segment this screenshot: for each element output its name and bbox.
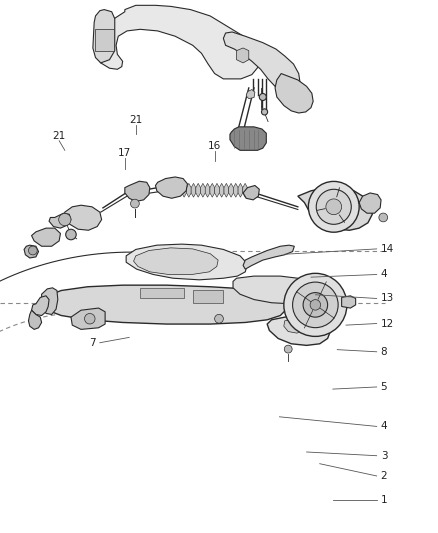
Circle shape xyxy=(316,189,351,224)
Text: 14: 14 xyxy=(381,244,394,254)
Polygon shape xyxy=(28,310,42,329)
Polygon shape xyxy=(233,276,319,304)
Polygon shape xyxy=(193,290,223,303)
Polygon shape xyxy=(223,32,300,93)
Text: 16: 16 xyxy=(208,141,221,151)
Polygon shape xyxy=(238,183,243,197)
Polygon shape xyxy=(187,183,191,197)
Text: 1: 1 xyxy=(381,495,387,505)
Polygon shape xyxy=(49,213,71,228)
Polygon shape xyxy=(215,183,219,197)
Polygon shape xyxy=(298,188,372,230)
Polygon shape xyxy=(126,244,247,280)
Polygon shape xyxy=(32,296,49,316)
Circle shape xyxy=(326,199,342,215)
Polygon shape xyxy=(243,185,259,200)
Polygon shape xyxy=(284,319,307,333)
Circle shape xyxy=(261,109,268,115)
Polygon shape xyxy=(95,5,258,79)
Text: 21: 21 xyxy=(53,131,66,141)
Polygon shape xyxy=(243,183,247,197)
Circle shape xyxy=(293,282,338,328)
Polygon shape xyxy=(230,127,266,150)
Polygon shape xyxy=(24,245,39,258)
Circle shape xyxy=(303,293,328,317)
Polygon shape xyxy=(182,183,187,197)
Polygon shape xyxy=(224,183,229,197)
Polygon shape xyxy=(342,296,356,308)
Circle shape xyxy=(66,229,76,240)
Polygon shape xyxy=(233,183,238,197)
Text: 2: 2 xyxy=(381,471,387,481)
Polygon shape xyxy=(237,48,249,63)
Polygon shape xyxy=(64,205,102,230)
Polygon shape xyxy=(191,183,196,197)
Polygon shape xyxy=(93,10,115,63)
Circle shape xyxy=(131,199,139,208)
Circle shape xyxy=(379,213,388,222)
Circle shape xyxy=(59,213,71,226)
Polygon shape xyxy=(42,288,58,314)
Text: 3: 3 xyxy=(381,451,387,461)
Polygon shape xyxy=(42,285,287,324)
Polygon shape xyxy=(359,193,381,213)
Polygon shape xyxy=(243,245,294,269)
Polygon shape xyxy=(155,177,187,198)
Circle shape xyxy=(284,345,292,353)
Text: 13: 13 xyxy=(381,294,394,303)
Polygon shape xyxy=(275,74,313,113)
Circle shape xyxy=(284,273,347,336)
Text: 21: 21 xyxy=(129,115,142,125)
Polygon shape xyxy=(95,29,114,51)
Text: 12: 12 xyxy=(381,319,394,328)
Circle shape xyxy=(215,314,223,323)
Polygon shape xyxy=(205,183,210,197)
Text: 4: 4 xyxy=(381,422,387,431)
Polygon shape xyxy=(125,181,150,201)
Circle shape xyxy=(28,246,37,255)
Text: 4: 4 xyxy=(381,270,387,279)
Polygon shape xyxy=(219,183,224,197)
Text: 5: 5 xyxy=(381,382,387,392)
Polygon shape xyxy=(229,183,233,197)
Polygon shape xyxy=(267,316,331,345)
Polygon shape xyxy=(71,308,105,329)
Polygon shape xyxy=(246,90,255,99)
Polygon shape xyxy=(210,183,215,197)
Polygon shape xyxy=(140,288,184,298)
Polygon shape xyxy=(134,248,218,274)
Text: 7: 7 xyxy=(89,338,96,348)
Text: 17: 17 xyxy=(118,148,131,158)
Polygon shape xyxy=(32,228,60,246)
Polygon shape xyxy=(196,183,201,197)
Circle shape xyxy=(310,300,321,310)
Polygon shape xyxy=(201,183,205,197)
Circle shape xyxy=(308,181,359,232)
Circle shape xyxy=(85,313,95,324)
Circle shape xyxy=(259,93,266,101)
Text: 8: 8 xyxy=(381,347,387,357)
